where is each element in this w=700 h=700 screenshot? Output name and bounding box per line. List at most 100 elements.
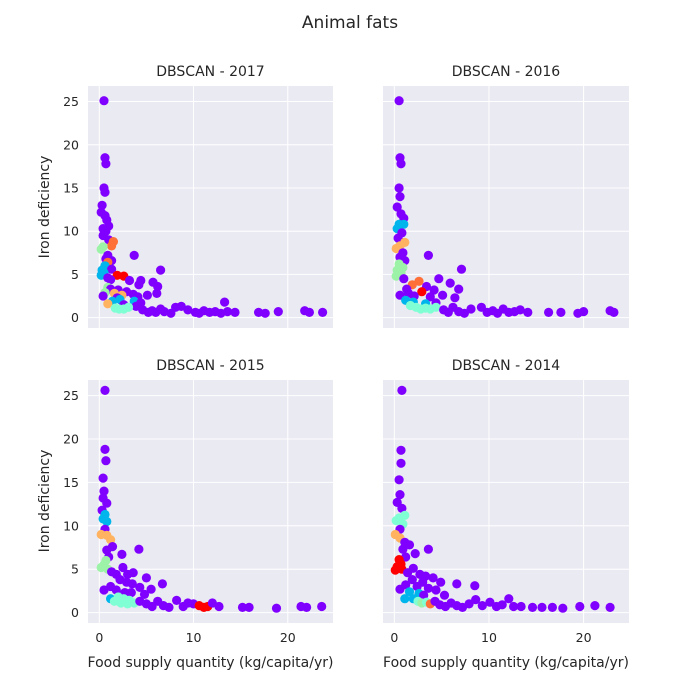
- scatter-point: [579, 307, 589, 317]
- scatter-point: [605, 602, 615, 613]
- scatter-point: [96, 244, 106, 254]
- scatter-point: [410, 549, 420, 559]
- scatter-point: [99, 486, 109, 496]
- y-tick-label: 0: [71, 310, 79, 325]
- scatter-point: [102, 545, 112, 555]
- scatter-point: [395, 490, 405, 500]
- scatter-point: [394, 475, 404, 485]
- scatter-point: [425, 292, 435, 302]
- scatter-point: [100, 444, 110, 454]
- scatter-point: [317, 601, 327, 612]
- scatter-point: [230, 307, 240, 317]
- scatter-point: [164, 602, 174, 613]
- scatter-point: [419, 590, 429, 600]
- scatter-point: [397, 503, 407, 513]
- scatter-point: [412, 581, 422, 592]
- scatter-point: [394, 96, 404, 106]
- scatter-point: [98, 291, 108, 301]
- x-tick-label: 10: [481, 630, 497, 645]
- scatter-point: [106, 535, 116, 545]
- scatter-point: [183, 305, 193, 315]
- scatter-point: [128, 568, 138, 578]
- scatter-point: [390, 565, 400, 575]
- x-tick-label: 0: [390, 630, 398, 645]
- panel-title: DBSCAN - 2016: [452, 64, 561, 80]
- scatter-point: [527, 602, 538, 613]
- x-axis-label: Food supply quantity (kg/capita/yr): [383, 655, 629, 671]
- scatter-point: [429, 285, 439, 295]
- scatter-point: [117, 549, 127, 560]
- scatter-point: [260, 308, 270, 318]
- scatter-point: [97, 200, 107, 210]
- scatter-point: [516, 601, 526, 612]
- panel-2016: DBSCAN - 2016: [383, 64, 629, 328]
- scatter-point: [101, 456, 111, 466]
- scatter-point: [523, 307, 533, 317]
- scatter-point: [244, 602, 254, 613]
- scatter-point: [304, 307, 314, 317]
- scatter-point: [152, 288, 162, 298]
- scatter-point: [220, 297, 230, 307]
- scatter-point: [558, 603, 568, 613]
- scatter-point: [396, 458, 406, 468]
- scatter-point: [396, 445, 406, 455]
- scatter-point: [423, 583, 433, 593]
- scatter-point: [477, 601, 487, 611]
- scatter-point: [439, 590, 450, 600]
- scatter-point: [515, 305, 525, 315]
- scatter-point: [417, 287, 427, 297]
- y-tick-label: 15: [63, 475, 79, 490]
- scatter-point: [404, 540, 415, 550]
- scatter-point: [126, 588, 136, 598]
- y-tick-label: 5: [71, 562, 79, 577]
- scatter-point: [556, 307, 566, 317]
- scatter-point: [396, 159, 406, 169]
- scatter-point: [134, 280, 144, 290]
- scatter-point: [399, 274, 409, 284]
- scatter-point: [471, 595, 481, 605]
- scatter-point: [544, 307, 554, 317]
- scatter-point: [318, 307, 328, 317]
- scatter-point: [456, 264, 467, 274]
- plot-area: [88, 86, 333, 328]
- x-tick-label: 10: [186, 630, 202, 645]
- x-axis-label: Food supply quantity (kg/capita/yr): [88, 655, 334, 671]
- y-tick-label: 25: [63, 94, 79, 109]
- scatter-point: [434, 274, 444, 284]
- scatter-point: [101, 159, 111, 169]
- scatter-point: [431, 585, 441, 595]
- scatter-point: [393, 233, 403, 243]
- scatter-point: [485, 597, 495, 607]
- scatter-point: [470, 581, 480, 591]
- y-axis-label: Iron deficiency: [37, 450, 53, 553]
- scatter-point: [129, 250, 139, 260]
- scatter-point: [575, 601, 585, 612]
- scatter-point: [404, 587, 415, 597]
- scatter-point: [103, 299, 113, 309]
- scatter-point: [273, 307, 283, 317]
- y-tick-label: 20: [63, 137, 79, 152]
- scatter-point: [118, 562, 128, 573]
- scatter-point: [459, 308, 469, 318]
- scatter-point: [400, 594, 410, 604]
- scatter-point: [102, 516, 112, 527]
- scatter-point: [450, 293, 460, 303]
- scatter-point: [102, 498, 112, 508]
- scatter-point: [394, 183, 404, 193]
- scatter-point: [395, 584, 405, 594]
- panel-2015: 0 5 10 15 20 25 0 10 20 DBSCAN - 2015 Iron defic…: [37, 358, 333, 671]
- scatter-point: [395, 192, 405, 202]
- scatter-point: [98, 473, 108, 483]
- scatter-point: [222, 307, 233, 317]
- scatter-point: [436, 577, 446, 587]
- x-tick-label: 20: [576, 630, 592, 645]
- scatter-point: [452, 579, 462, 589]
- scatter-point: [398, 544, 408, 554]
- scatter-point: [454, 284, 464, 294]
- scatter-point: [100, 385, 110, 395]
- y-axis-label: Iron deficiency: [37, 156, 53, 259]
- scatter-point: [99, 96, 109, 106]
- scatter-point: [403, 568, 413, 578]
- scatter-point: [391, 271, 401, 281]
- scatter-point: [392, 202, 402, 212]
